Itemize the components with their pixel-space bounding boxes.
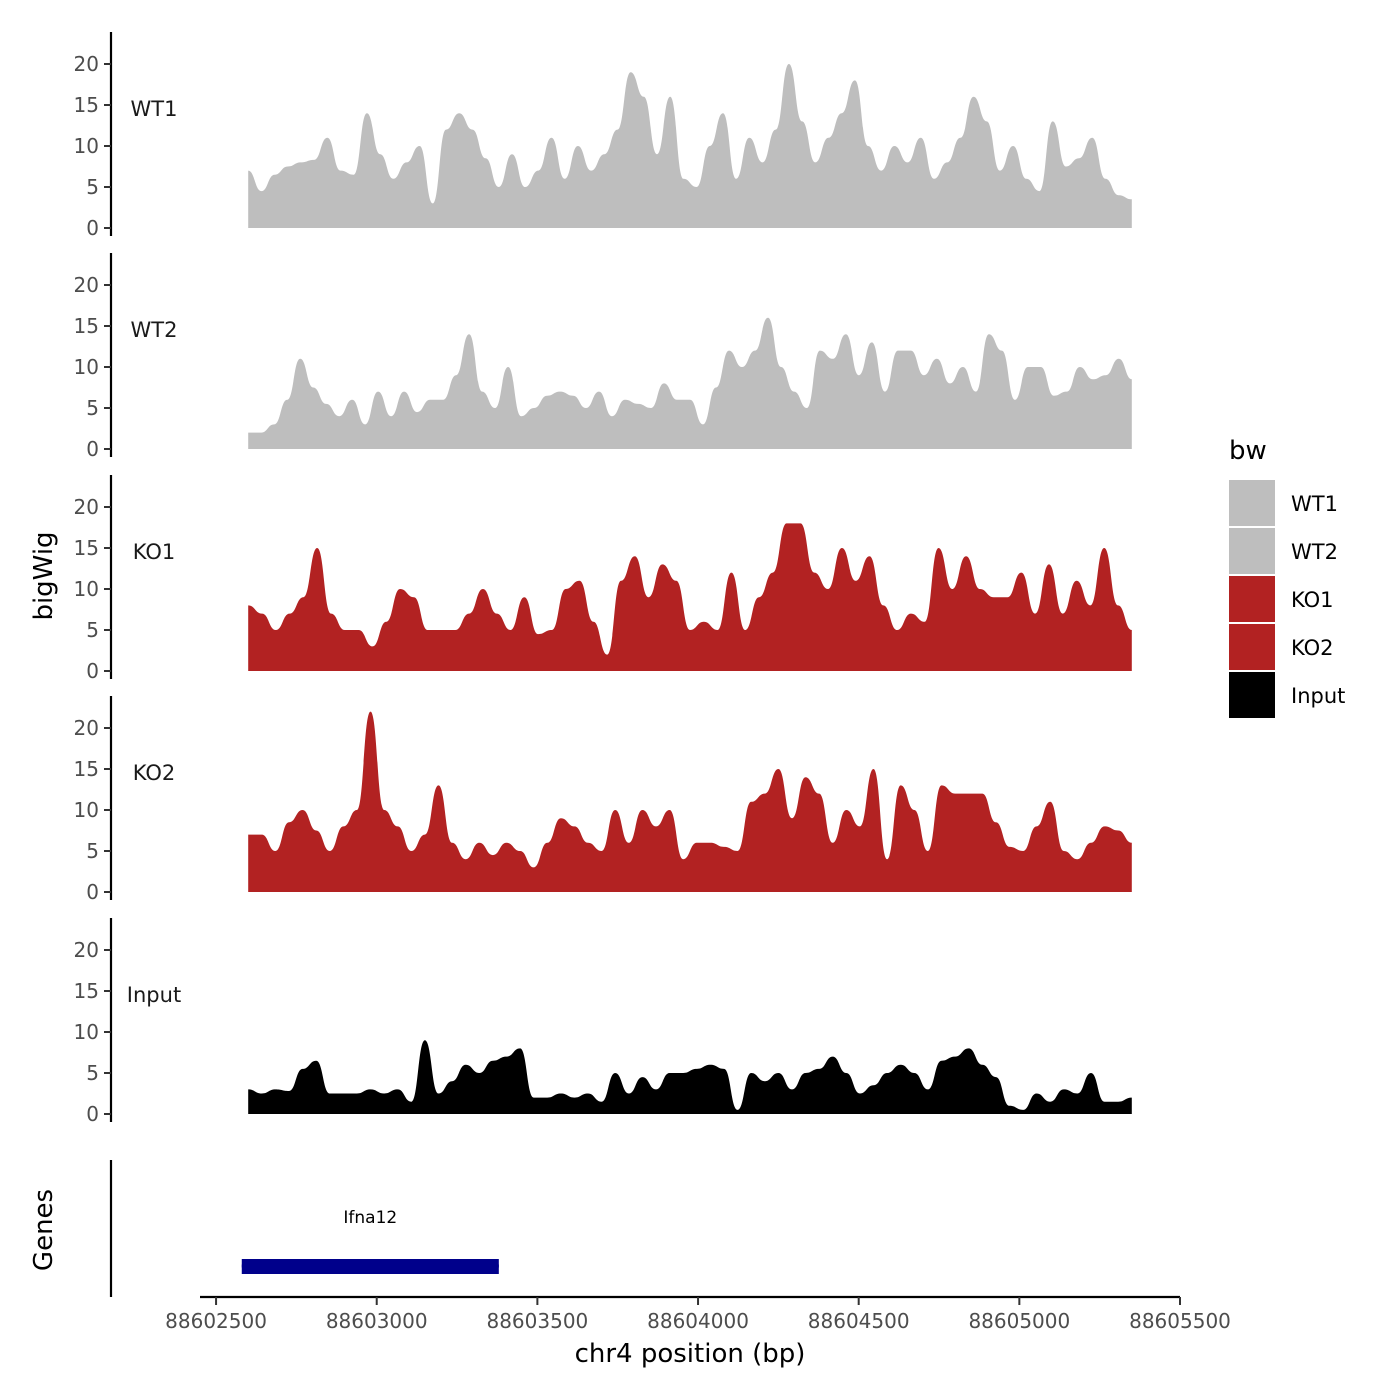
legend-swatch-wt2 (1229, 528, 1275, 574)
y-tick-label: 15 (74, 536, 99, 560)
legend-label-input: Input (1291, 684, 1345, 708)
y-tick-label: 10 (74, 798, 99, 822)
legend-swatch-ko2 (1229, 624, 1275, 670)
y-tick-label: 15 (74, 979, 99, 1003)
legend-swatch-ko1 (1229, 576, 1275, 622)
track-ko1: 0 5 10 15 20 KO1 (74, 475, 1132, 683)
y-tick-label: 10 (74, 1020, 99, 1044)
legend-label-wt2: WT2 (1291, 540, 1338, 564)
signal-area-ko2 (248, 711, 1132, 892)
y-tick-label: 10 (74, 134, 99, 158)
y-tick-label: 0 (86, 437, 99, 461)
legend-label-ko2: KO2 (1291, 636, 1334, 660)
track-label: KO2 (133, 761, 176, 785)
legend-swatch-input (1229, 672, 1275, 718)
y-tick-label: 15 (74, 93, 99, 117)
genes-track: Genes Ifna12 (29, 1160, 499, 1297)
y-tick-label: 0 (86, 1102, 99, 1126)
y-axis-title: bigWig (29, 531, 59, 620)
legend-swatch-wt1 (1229, 480, 1275, 526)
track-input: 0 5 10 15 20 Input (74, 918, 1132, 1126)
track-ko2: 0 5 10 15 20 KO2 (74, 696, 1132, 904)
y-tick-label: 5 (86, 618, 99, 642)
track-label: WT1 (131, 97, 178, 121)
y-tick-label: 0 (86, 880, 99, 904)
y-tick-label: 5 (86, 396, 99, 420)
legend: bw WT1 WT2 KO1 KO2 Input (1229, 436, 1345, 718)
y-tick-label: 20 (74, 716, 99, 740)
x-tick-label: 88604000 (647, 1309, 749, 1333)
y-tick-label: 5 (86, 1061, 99, 1085)
y-tick-label: 15 (74, 757, 99, 781)
y-tick-label: 5 (86, 839, 99, 863)
signal-area-wt2 (248, 317, 1132, 449)
y-tick-label: 15 (74, 314, 99, 338)
y-tick-label: 5 (86, 175, 99, 199)
y-tick-label: 0 (86, 216, 99, 240)
y-tick-label: 10 (74, 577, 99, 601)
legend-label-ko1: KO1 (1291, 588, 1334, 612)
signal-area-wt1 (248, 64, 1132, 228)
x-tick-label: 88602500 (165, 1309, 267, 1333)
gene-label: Ifna12 (343, 1208, 397, 1228)
signal-area-ko1 (248, 523, 1132, 671)
track-label: KO1 (133, 540, 176, 564)
track-wt2: 0 5 10 15 20 WT2 (74, 253, 1132, 461)
y-tick-label: 0 (86, 659, 99, 683)
legend-label-wt1: WT1 (1291, 492, 1338, 516)
y-tick-label: 20 (74, 273, 99, 297)
y-tick-label: 20 (74, 52, 99, 76)
track-label: WT2 (131, 318, 178, 342)
signal-area-input (248, 1040, 1132, 1114)
signal-tracks: 0 5 10 15 20 WT1 0 5 10 15 20 WT2 0 5 10 15 20 KO1 0 5 10 15 2… (74, 32, 1132, 1126)
x-axis-title: chr4 position (bp) (575, 1339, 806, 1369)
track-wt1: 0 5 10 15 20 WT1 (74, 32, 1132, 240)
legend-title: bw (1229, 436, 1267, 466)
x-axis: chr4 position (bp) 88602500 88603000 88603… (165, 1295, 1231, 1369)
genes-track-title: Genes (29, 1189, 59, 1271)
y-tick-label: 10 (74, 355, 99, 379)
x-tick-label: 88603500 (486, 1309, 588, 1333)
y-tick-label: 20 (74, 938, 99, 962)
track-label: Input (127, 983, 181, 1007)
x-tick-label: 88603000 (326, 1309, 428, 1333)
x-tick-label: 88605500 (1129, 1309, 1231, 1333)
x-tick-label: 88605000 (968, 1309, 1070, 1333)
y-tick-label: 20 (74, 495, 99, 519)
x-tick-label: 88604500 (808, 1309, 910, 1333)
